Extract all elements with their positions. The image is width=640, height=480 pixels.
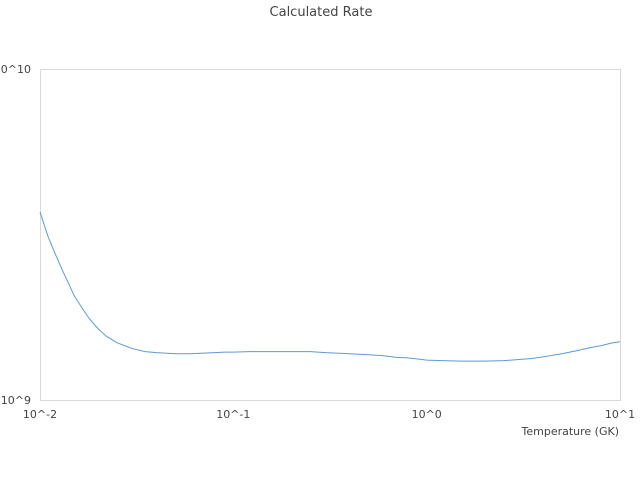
- plot-area: [40, 69, 621, 401]
- y-tick-label: 10^10: [0, 63, 31, 76]
- series-line: [39, 211, 621, 362]
- x-axis-title: Temperature (GK): [521, 425, 620, 438]
- y-tick-label: 10^9: [1, 394, 31, 407]
- y-axis: 10^9 10^10: [0, 63, 31, 407]
- x-axis: 10^-2 10^-1 10^0 10^1: [23, 408, 635, 421]
- x-tick-label: 10^1: [605, 408, 635, 421]
- chart-title: Calculated Rate: [270, 5, 373, 20]
- x-tick-label: 10^-1: [216, 408, 250, 421]
- x-tick-label: 10^-2: [23, 408, 57, 421]
- x-tick-label: 10^0: [412, 408, 442, 421]
- series-layer: [39, 211, 621, 362]
